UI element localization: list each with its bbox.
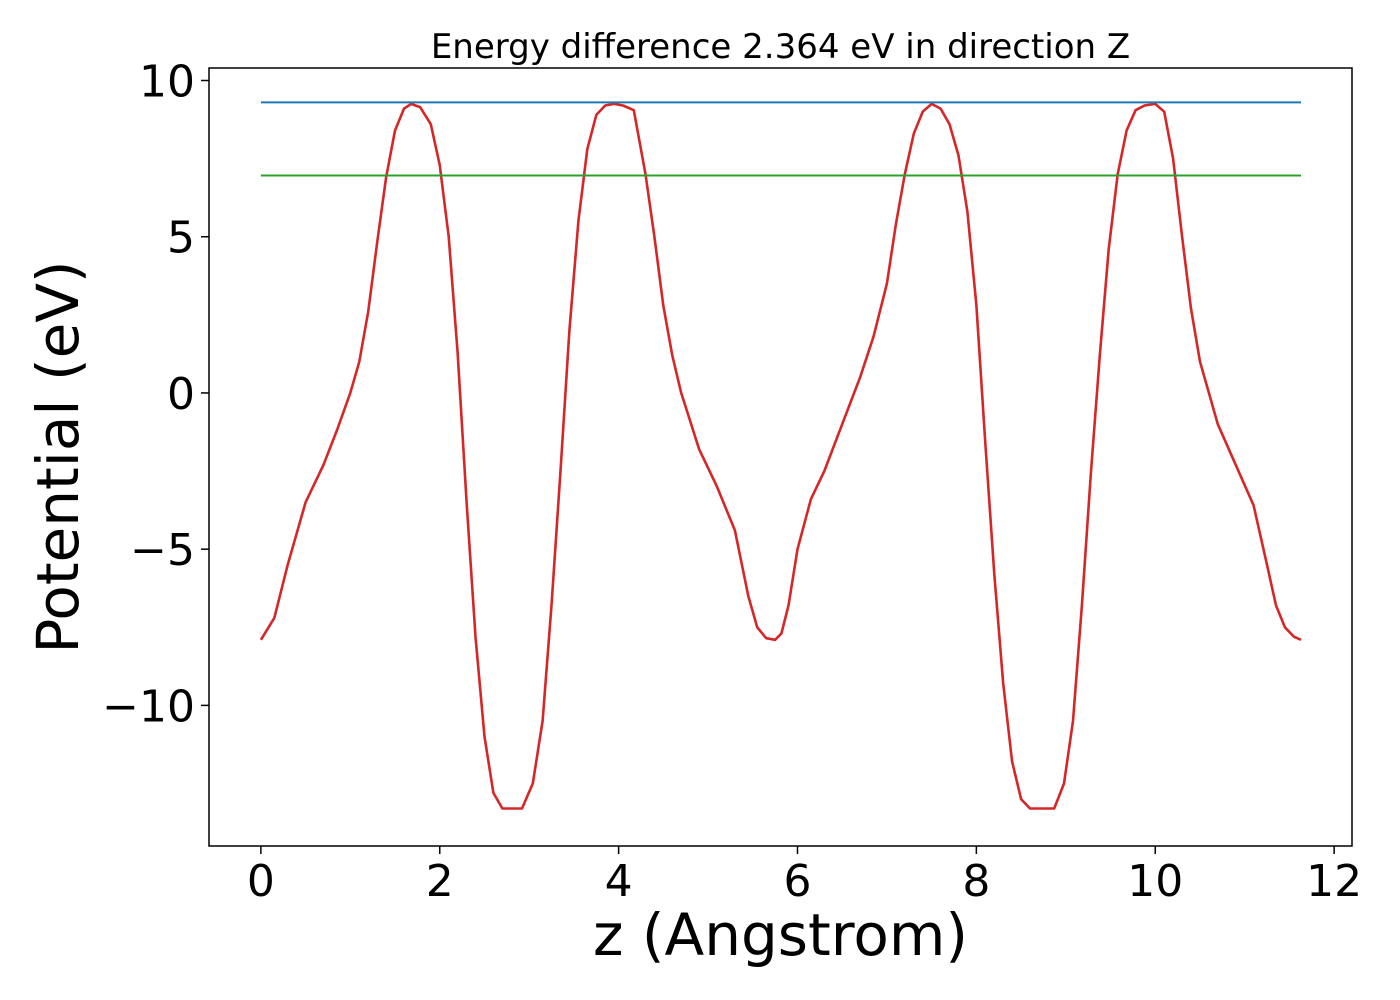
- chart-title: Energy difference 2.364 eV in direction …: [431, 27, 1130, 67]
- x-axis-label: z (Angstrom): [593, 901, 968, 969]
- x-tick-label: 4: [605, 856, 633, 907]
- x-tick-label: 12: [1306, 856, 1362, 907]
- x-axis-ticks: 0 2 4 6 8 10 12: [247, 846, 1362, 907]
- y-tick-label: 0: [167, 369, 195, 420]
- x-tick-label: 6: [783, 856, 811, 907]
- series-layer: [259, 101, 1302, 810]
- x-tick-label: 8: [962, 856, 990, 907]
- y-tick-label: 10: [139, 56, 195, 107]
- potential-line: [259, 102, 1302, 810]
- x-tick-label: 2: [426, 856, 454, 907]
- x-tick-label: 10: [1127, 856, 1183, 907]
- y-axis-ticks: −10 −5 0 5 10: [102, 56, 209, 732]
- plot-frame: [208, 67, 1353, 847]
- y-axis-label: Potential (eV): [24, 260, 92, 653]
- x-tick-label: 0: [247, 856, 275, 907]
- y-tick-label: 5: [167, 213, 195, 264]
- y-tick-label: −10: [102, 681, 195, 732]
- y-tick-label: −5: [130, 525, 195, 576]
